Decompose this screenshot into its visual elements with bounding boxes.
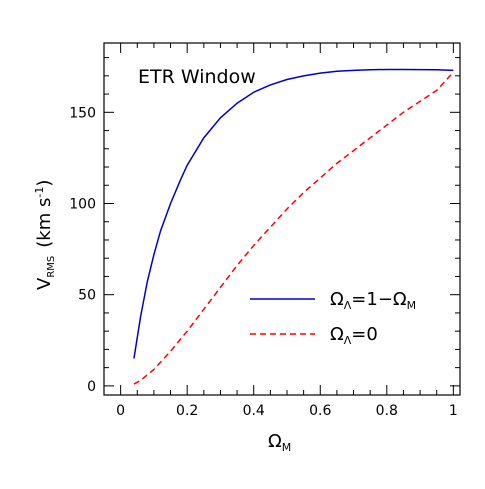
x-axis-label-symbol: Ω bbox=[268, 431, 282, 452]
series-line-2 bbox=[133, 71, 454, 385]
y-axis-label-prefix: V bbox=[34, 277, 55, 290]
y-tick-label: 150 bbox=[69, 105, 96, 121]
y-axis-label: VRMS (km s-1) bbox=[33, 180, 57, 290]
x-axis-label: ΩM bbox=[268, 431, 291, 454]
x-tick-label: 0.8 bbox=[376, 403, 398, 419]
x-tick-label: 0.6 bbox=[309, 403, 331, 419]
y-tick-label: 100 bbox=[69, 196, 96, 212]
y-tick-label: 0 bbox=[87, 379, 96, 395]
legend: ΩΛ=1−ΩM ΩΛ=0 bbox=[250, 289, 416, 347]
x-tick-label: 0.2 bbox=[176, 403, 198, 419]
series-layer bbox=[133, 68, 454, 385]
y-axis-label-group: VRMS (km s-1) bbox=[33, 180, 57, 290]
x-tick-label: 0.4 bbox=[243, 403, 265, 419]
x-tick-label: 0 bbox=[116, 403, 125, 419]
y-axis-label-unit-close: ) bbox=[34, 180, 55, 187]
ticks-layer: 0 0.2 0.4 0.6 0.8 1 0 50 100 150 bbox=[69, 43, 460, 419]
x-axis-label-subscript: M bbox=[282, 441, 292, 454]
y-axis-label-subscript: RMS bbox=[46, 256, 57, 278]
chart-title: ETR Window bbox=[138, 66, 256, 88]
plot-frame bbox=[103, 42, 461, 396]
legend-label-series-2: ΩΛ=0 bbox=[330, 324, 378, 347]
series-line-1 bbox=[133, 68, 454, 359]
y-axis-label-unit: (km s bbox=[34, 198, 55, 248]
y-tick-label: 50 bbox=[78, 288, 96, 304]
y-axis-label-superscript: -1 bbox=[33, 187, 46, 198]
x-tick-label: 1 bbox=[449, 403, 458, 419]
legend-label-series-1: ΩΛ=1−ΩM bbox=[330, 289, 416, 312]
